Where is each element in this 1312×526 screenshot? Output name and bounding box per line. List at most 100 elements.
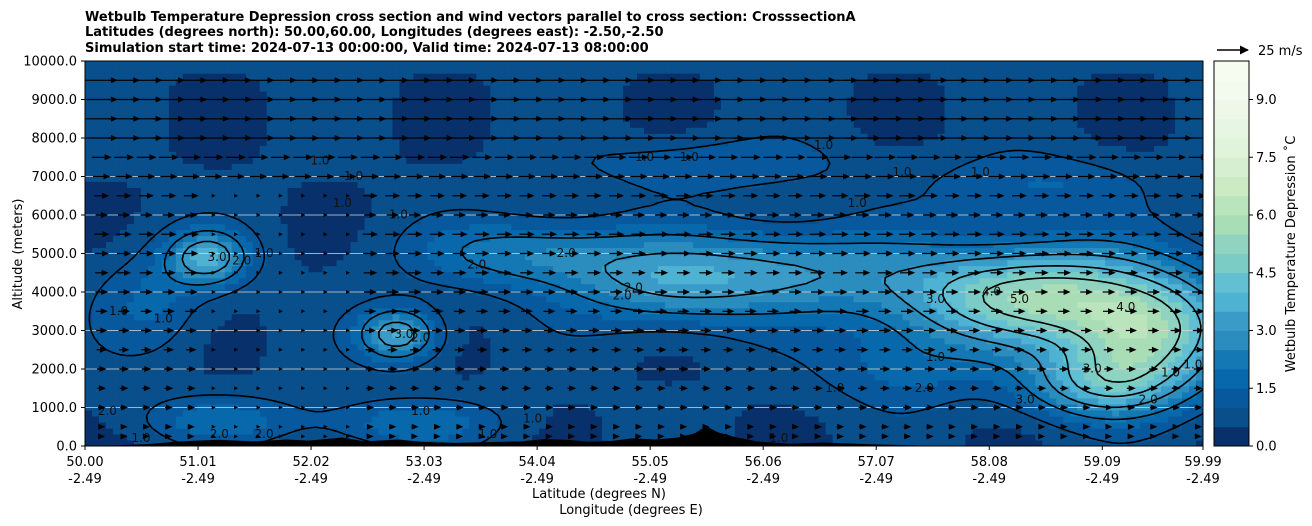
- field-cell: [979, 283, 987, 291]
- field-cell: [392, 385, 401, 393]
- field-cell: [217, 253, 226, 261]
- field-cell: [1133, 421, 1141, 429]
- field-cell: [287, 283, 296, 291]
- field-cell: [224, 349, 233, 357]
- field-cell: [427, 337, 435, 345]
- field-cell: [832, 289, 841, 297]
- field-cell: [979, 313, 987, 321]
- field-cell: [644, 415, 652, 423]
- field-cell: [706, 373, 715, 381]
- field-cell: [616, 355, 624, 363]
- field-cell: [1133, 313, 1141, 321]
- field-cell: [650, 433, 659, 441]
- field-cell: [699, 415, 708, 423]
- field-cell: [720, 361, 729, 369]
- field-cell: [105, 337, 114, 345]
- field-cell: [1077, 367, 1085, 375]
- field-cell: [287, 433, 296, 441]
- field-cell: [161, 301, 170, 309]
- field-cell: [769, 331, 778, 339]
- field-cell: [1196, 397, 1203, 405]
- field-cell: [1196, 391, 1203, 399]
- field-cell: [98, 301, 107, 309]
- field-cell: [958, 391, 967, 399]
- field-cell: [322, 385, 331, 393]
- field-cell: [140, 295, 149, 303]
- field-cell: [958, 301, 967, 309]
- field-cell: [923, 397, 932, 405]
- field-cell: [112, 325, 121, 333]
- field-cell: [1070, 325, 1078, 333]
- field-cell: [1182, 385, 1190, 393]
- field-cell: [1007, 415, 1015, 423]
- field-cell: [119, 259, 128, 267]
- field-cell: [1140, 409, 1148, 417]
- field-cell: [602, 343, 610, 351]
- field-cell: [630, 385, 638, 393]
- field-cell: [532, 421, 540, 429]
- field-cell: [937, 379, 946, 387]
- field-cell: [832, 373, 841, 381]
- field-cell: [944, 379, 953, 387]
- field-cell: [818, 385, 827, 393]
- field-cell: [1105, 349, 1113, 357]
- field-cell: [1154, 367, 1162, 375]
- field-cell: [1147, 427, 1155, 435]
- field-cell: [133, 409, 142, 417]
- field-cell: [224, 271, 233, 279]
- field-cell: [420, 325, 428, 333]
- field-cell: [1126, 361, 1134, 369]
- field-cell: [678, 265, 687, 273]
- field-cell: [804, 391, 813, 399]
- field-cell: [727, 313, 736, 321]
- field-cell: [790, 427, 799, 435]
- field-cell: [574, 265, 582, 273]
- field-cell: [797, 361, 806, 369]
- field-cell: [706, 349, 715, 357]
- field-cell: [644, 349, 652, 357]
- field-cell: [1112, 385, 1120, 393]
- field-cell: [504, 397, 512, 405]
- field-cell: [630, 379, 638, 387]
- field-cell: [322, 361, 331, 369]
- field-cell: [664, 391, 673, 399]
- field-cell: [671, 313, 680, 321]
- field-cell: [944, 361, 953, 369]
- field-cell: [217, 343, 226, 351]
- field-cell: [1077, 349, 1085, 357]
- field-cell: [1063, 301, 1071, 309]
- field-cell: [133, 415, 142, 423]
- field-cell: [490, 319, 498, 327]
- field-cell: [294, 415, 303, 423]
- field-cell: [630, 361, 638, 369]
- field-cell: [308, 253, 317, 261]
- field-cell: [1035, 379, 1043, 387]
- field-cell: [420, 301, 428, 309]
- field-cell: [993, 355, 1001, 363]
- field-cell: [1140, 307, 1148, 315]
- field-cell: [308, 289, 317, 297]
- field-cell: [350, 337, 359, 345]
- field-cell: [1021, 427, 1029, 435]
- field-cell: [699, 355, 708, 363]
- field-cell: [217, 421, 226, 429]
- field-cell: [1098, 397, 1106, 405]
- field-cell: [720, 313, 729, 321]
- field-cell: [539, 289, 547, 297]
- field-cell: [497, 319, 505, 327]
- field-cell: [105, 319, 114, 327]
- field-cell: [741, 433, 750, 441]
- field-cell: [308, 277, 317, 285]
- field-cell: [839, 415, 848, 423]
- field-cell: [133, 379, 142, 387]
- field-cell: [811, 427, 820, 435]
- field-cell: [336, 379, 345, 387]
- field-cell: [1070, 295, 1078, 303]
- field-cell: [224, 373, 233, 381]
- field-cell: [238, 433, 247, 441]
- field-cell: [182, 379, 191, 387]
- field-cell: [553, 277, 561, 285]
- field-cell: [769, 373, 778, 381]
- field-cell: [699, 289, 708, 297]
- field-cell: [692, 271, 701, 279]
